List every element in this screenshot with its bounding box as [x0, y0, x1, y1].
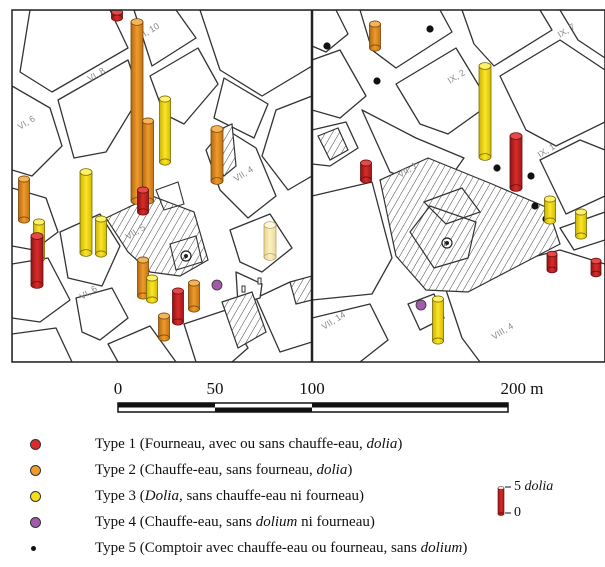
scale-tick-label: 200 m [500, 379, 544, 398]
scale-tick-label: 100 [299, 379, 325, 398]
type5-swatch-icon [31, 546, 36, 551]
map-frame [11, 9, 605, 363]
shop-cylinder [360, 159, 372, 184]
hatched-buildings-right [317, 127, 561, 293]
building-outlines-left [155, 181, 203, 271]
shop-cylinder [509, 132, 523, 192]
shop-cylinder [30, 232, 44, 289]
scale-segment [215, 407, 312, 412]
type5-shops-right [323, 25, 550, 223]
shop-cylinder [172, 287, 184, 326]
location-marker-b: b [441, 237, 453, 249]
scale-tick-label: 50 [206, 379, 224, 398]
legend-bar-key: 5 dolia 0 [496, 479, 576, 524]
shop-cylinder [130, 18, 144, 205]
bar-key-bottom-label: 0 [514, 505, 521, 520]
legend-label: Type 4 (Chauffe-eau, sans dolium ni four… [95, 514, 375, 530]
type4-shops-right [415, 299, 427, 311]
shop-cylinder [18, 175, 30, 224]
shop-cylinder [95, 215, 107, 258]
shop-cylinder [210, 125, 224, 185]
type5-shop-dot [493, 164, 501, 172]
shop-cylinder [158, 312, 170, 342]
shop-cylinders-left [18, 10, 277, 342]
shop-cylinder [159, 95, 171, 166]
type5-shop-dot [527, 172, 535, 180]
shop-cylinder [111, 10, 123, 22]
map-panel-right: IX, 7 IX, 2 IX, 1 VII, 1 VII, 14 VIII, 4… [312, 10, 605, 362]
type2-swatch-icon [30, 465, 41, 476]
scale-segment [312, 403, 508, 408]
shop-cylinder [146, 274, 158, 304]
type3-swatch-icon [30, 491, 41, 502]
type4-swatch-icon [30, 517, 41, 528]
map-panel-left: VI, 10 VI, 8 VI, 6 VII, 4 VII, 5 VI, 6 a [12, 10, 312, 362]
type5-shop-dot [323, 42, 331, 50]
scale-tick-label: 0 [113, 379, 123, 398]
shop-cylinder [137, 256, 149, 300]
type5-shop-dot [426, 25, 434, 33]
legend-bar-key-cylinder [497, 486, 511, 516]
scale-bar [117, 402, 509, 413]
shop-cylinder [369, 20, 381, 52]
type4-shop-dot [211, 279, 223, 291]
location-marker-a: a [180, 250, 192, 262]
street-ticks-left [241, 277, 262, 293]
type5-shop-dot [531, 202, 539, 210]
shop-cylinder [590, 257, 602, 278]
legend-label: Type 2 (Chauffe-eau, sans fourneau, doli… [95, 462, 353, 478]
marker-label: a [183, 253, 187, 261]
type1-swatch-icon [30, 439, 41, 450]
legend-label: Type 3 (Dolia, sans chauffe-eau ni fourn… [95, 488, 365, 504]
street-blocks-left [12, 10, 312, 362]
bar-key-top-label: 5 dolia [514, 479, 554, 494]
shop-cylinder [137, 186, 149, 216]
shop-cylinder [263, 221, 277, 261]
shop-cylinder [546, 250, 558, 274]
shop-cylinder [188, 279, 200, 313]
type4-shops-left [211, 279, 223, 291]
scale-segment [118, 403, 215, 408]
building-outlines-right [409, 187, 481, 269]
shop-cylinders-right [360, 20, 602, 345]
marker-label: b [444, 240, 448, 248]
type4-shop-dot [415, 299, 427, 311]
shop-cylinder [575, 208, 587, 240]
type5-shop-dot [373, 77, 381, 85]
shop-cylinder [432, 295, 444, 345]
shop-cylinder [79, 168, 93, 257]
shop-cylinder [544, 195, 556, 225]
legend-label: Type 5 (Comptoir avec chauffe-eau ou fou… [95, 540, 468, 556]
shop-cylinder [478, 62, 492, 161]
legend-label: Type 1 (Fourneau, avec ou sans chauffe-e… [95, 436, 403, 452]
